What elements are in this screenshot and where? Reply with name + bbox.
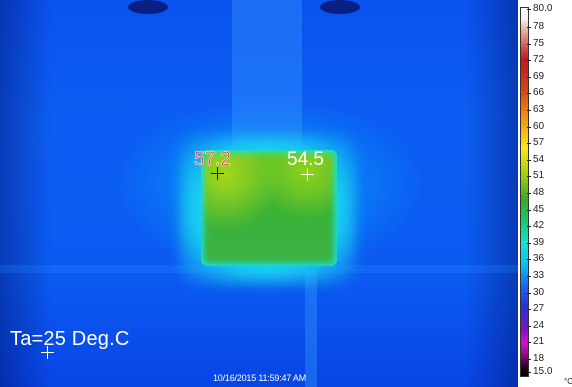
scale-max-label: 80.0 xyxy=(527,4,546,14)
scale-tick-label: 78 xyxy=(527,22,538,32)
hot-spot xyxy=(128,0,168,14)
scale-unit: °C xyxy=(564,377,572,386)
crosshair-icon[interactable] xyxy=(211,167,224,180)
scale-tick-label: 27 xyxy=(527,304,538,314)
scale-tick-label: 75 xyxy=(527,39,538,49)
scale-tick-label: 42 xyxy=(527,221,538,231)
temperature-scale-labels: 80.0 78 75 72 69 66 63 60 57 54 51 48 45 42 39 36 33 30 2… xyxy=(527,0,572,387)
scale-tick-label: 33 xyxy=(527,271,538,281)
pcb-trace xyxy=(232,0,302,155)
scale-tick-label: 66 xyxy=(527,88,538,98)
scale-tick-label: 45 xyxy=(527,205,538,215)
scale-min-label: 15.0 xyxy=(527,367,546,377)
hot-spot xyxy=(320,0,360,14)
crosshair-icon[interactable] xyxy=(41,346,54,359)
scale-tick-label: 21 xyxy=(527,337,538,347)
scale-tick-label: 54 xyxy=(527,155,538,165)
ambient-temperature-label: Ta=25 Deg.C xyxy=(10,328,130,351)
capture-timestamp: 10/16/2015 11:59:47 AM xyxy=(213,373,306,383)
thermal-image: 57.2 54.5 Ta=25 Deg.C 10/16/2015 11:59:4… xyxy=(0,0,518,387)
crosshair-icon[interactable] xyxy=(301,168,314,181)
scale-tick-label: 39 xyxy=(527,238,538,248)
scale-tick-label: 51 xyxy=(527,171,538,181)
scale-tick-label: 69 xyxy=(527,72,538,82)
scale-tick-label: 30 xyxy=(527,288,538,298)
scale-tick-label: 48 xyxy=(527,188,538,198)
scale-tick-label: 18 xyxy=(527,354,538,364)
pcb-trace xyxy=(305,270,317,387)
scale-tick-label: 57 xyxy=(527,138,538,148)
scale-tick-label: 60 xyxy=(527,122,538,132)
scale-tick-label: 63 xyxy=(527,105,538,115)
scale-tick-label: 24 xyxy=(527,321,538,331)
scale-tick-label: 72 xyxy=(527,55,538,65)
scale-tick-label: 36 xyxy=(527,254,538,264)
spot-temperature-2: 54.5 xyxy=(287,150,324,169)
